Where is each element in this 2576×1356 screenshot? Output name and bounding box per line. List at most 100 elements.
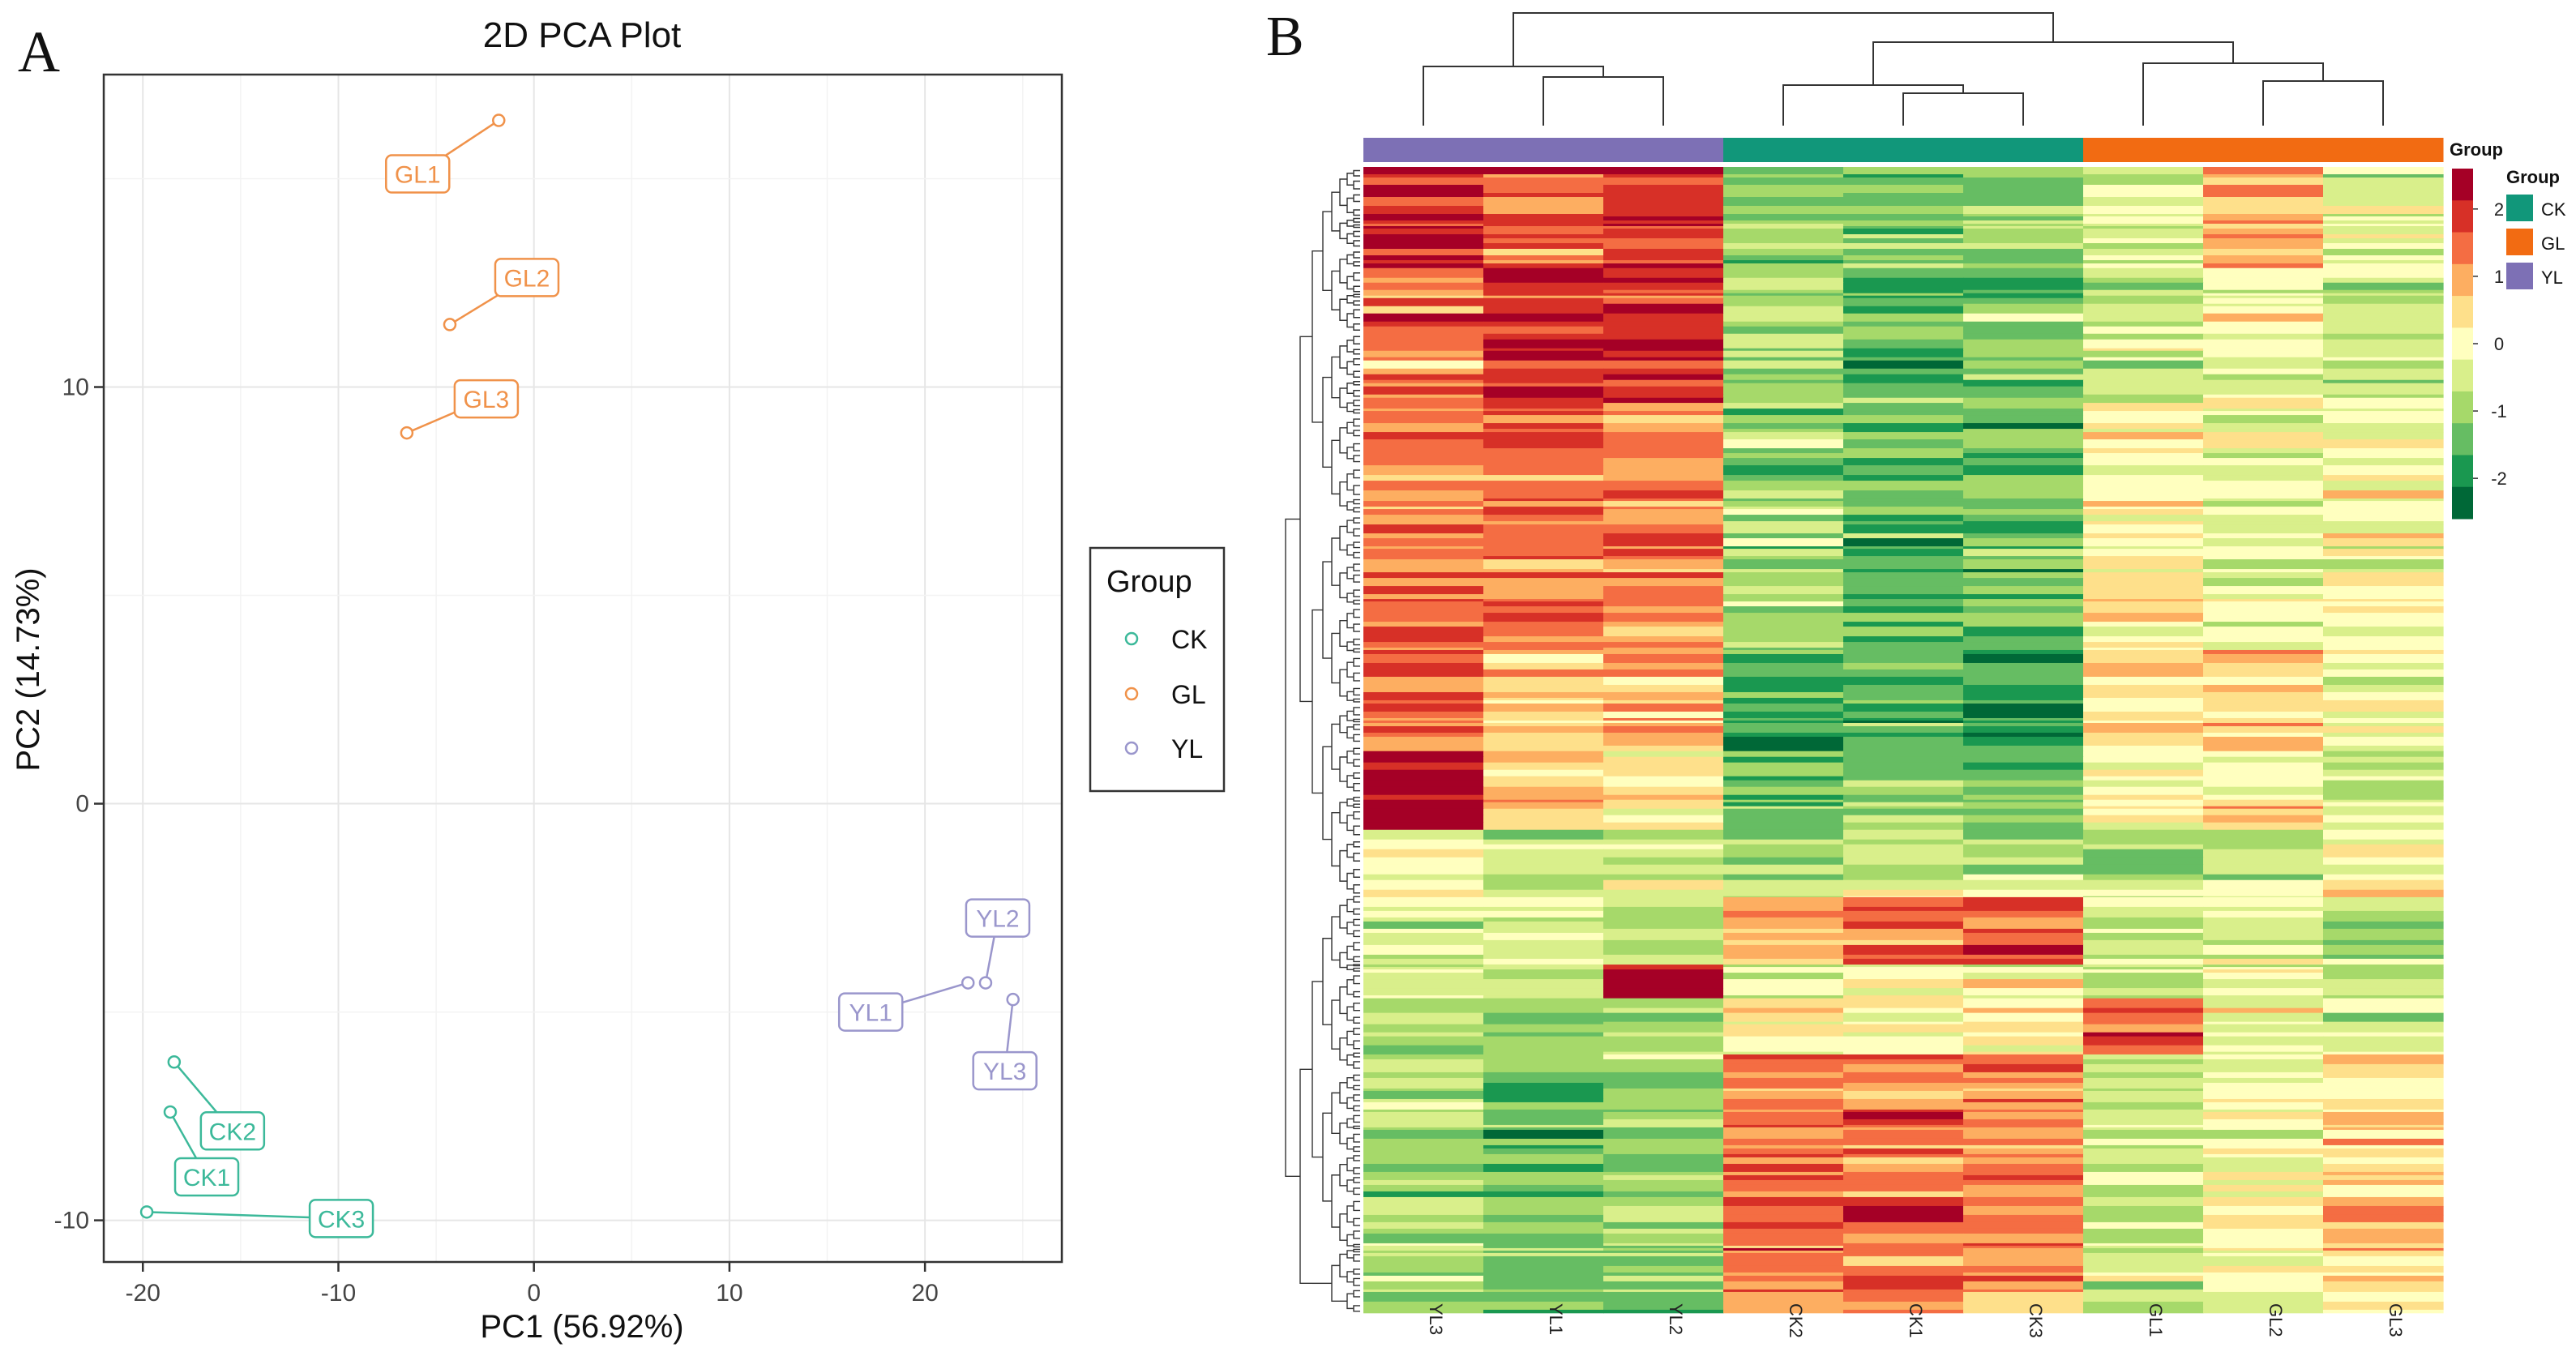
heatmap-cell (1843, 844, 1964, 850)
row-dendrogram-branch (1353, 469, 1360, 479)
heatmap-cell (2083, 178, 2204, 186)
heatmap-cell (2203, 586, 2324, 595)
row-dendrogram-branch (1339, 1163, 1347, 1187)
heatmap-cell (1603, 185, 1724, 194)
heatmap-cell (1963, 676, 2084, 686)
heatmap-cell (2323, 313, 2444, 323)
heatmap-cell (2083, 1045, 2204, 1053)
heatmap-cell (1963, 703, 2084, 712)
heatmap-cell (1723, 732, 1844, 738)
row-dendrogram-branch (1353, 1187, 1360, 1196)
heatmap-cell (1603, 277, 1724, 284)
heatmap-cell (1963, 206, 2084, 215)
heatmap-cell (2083, 988, 2204, 996)
heatmap-cell (2083, 965, 2204, 968)
heatmap-cell (1843, 799, 1964, 803)
heatmap-cell (2203, 910, 2324, 918)
heatmap-cell (1963, 1289, 2084, 1293)
heatmap-cell (1363, 802, 1484, 807)
heatmap-cell (2203, 822, 2324, 831)
heatmap-cell (2323, 306, 2444, 314)
heatmap-cell (2083, 979, 2204, 989)
heatmap-cell (1363, 762, 1484, 771)
heatmap-cell (1963, 699, 2084, 704)
heatmap-cell (1723, 1124, 1844, 1128)
heatmap-cell (2083, 374, 2204, 381)
heatmap-cell (1363, 756, 1484, 764)
y-tick-label: 10 (62, 374, 89, 401)
heatmap-cell (1483, 383, 1604, 387)
point-yl2 (978, 976, 993, 990)
heatmap-cell (1363, 1243, 1484, 1247)
heatmap-cell (2203, 786, 2324, 796)
heatmap-cell (1723, 780, 1844, 788)
heatmap-cell (1603, 676, 1724, 686)
heatmap-cell (2083, 1032, 2204, 1037)
heatmap-cell (2323, 725, 2444, 734)
heatmap-cell (1963, 293, 2084, 297)
heatmap-cell (2203, 736, 2324, 746)
heatmap-cell (1483, 1124, 1604, 1128)
heatmap-cell (2323, 839, 2444, 845)
heatmap-cell (1963, 1007, 2084, 1014)
heatmap-cell (1723, 423, 1844, 430)
heatmap-cell (2203, 559, 2324, 570)
heatmap-cell (1963, 921, 2084, 930)
heatmap-cell (1483, 458, 1604, 466)
heatmap-cell (1963, 973, 2084, 980)
heatmap-cell (2323, 967, 2444, 970)
heatmap-cell (1483, 691, 1604, 699)
heatmap-cell (1723, 255, 1844, 261)
heatmap-cell (1603, 578, 1724, 587)
heatmap-cell (2203, 1275, 2324, 1282)
row-dendrogram-branch (1353, 803, 1360, 808)
heatmap-cell (1603, 786, 1724, 796)
heatmap-cell (2323, 699, 2444, 704)
heatmap-cell (1723, 224, 1844, 227)
heatmap-cell (1723, 178, 1844, 186)
heatmap-cell (1363, 507, 1484, 510)
heatmap-cell (2083, 1036, 2204, 1046)
heatmap-cell (1483, 745, 1604, 752)
heatmap-cell (1963, 697, 2084, 701)
heatmap-cell (2083, 998, 2204, 1009)
heatmap-cell (1483, 1252, 1604, 1257)
heatmap-cell (2083, 321, 2204, 327)
color-scale-step (2452, 455, 2473, 488)
heatmap-cell (2203, 206, 2324, 215)
heatmap-cell (1603, 357, 1724, 361)
legend-symbol-gl (1124, 687, 1139, 701)
heatmap-cell (2083, 857, 2204, 866)
heatmap-cell (2203, 260, 2324, 264)
heatmap-cell (1603, 1138, 1724, 1146)
heatmap-cell (2203, 348, 2324, 352)
heatmap-cell (2323, 969, 2444, 973)
heatmap-cell (1363, 1289, 1484, 1293)
heatmap-cell (2083, 786, 2204, 796)
heatmap-cell (2083, 481, 2204, 491)
heatmap-cell (1483, 939, 1604, 946)
heatmap-cell (1483, 386, 1604, 396)
heatmap-cell (2323, 1205, 2444, 1216)
heatmap-cell (1843, 1301, 1964, 1311)
row-dendrogram-branch (1353, 1052, 1360, 1058)
row-dendrogram-branch (1339, 849, 1347, 882)
heatmap-cell (1603, 691, 1724, 699)
heatmap-cell (1963, 998, 2084, 1009)
heatmap-cell (1363, 622, 1484, 627)
row-dendrogram-branch (1353, 390, 1360, 397)
heatmap-cell (1603, 193, 1724, 198)
heatmap-cell (2203, 383, 2324, 387)
heatmap-cell (2083, 606, 2204, 614)
heatmap-cell (1483, 546, 1604, 550)
heatmap-cell (1723, 1012, 1844, 1023)
heatmap-cell (1483, 465, 1604, 476)
heatmap-cell (1363, 697, 1484, 701)
heatmap-cell (1723, 1021, 1844, 1025)
heatmap-cell (1483, 178, 1604, 186)
heatmap-cell (1483, 533, 1604, 539)
heatmap-cell (2323, 559, 2444, 570)
row-dendrogram-branch (1353, 528, 1360, 537)
heatmap-cell (1483, 174, 1604, 178)
heatmap-cell (1723, 849, 1844, 858)
